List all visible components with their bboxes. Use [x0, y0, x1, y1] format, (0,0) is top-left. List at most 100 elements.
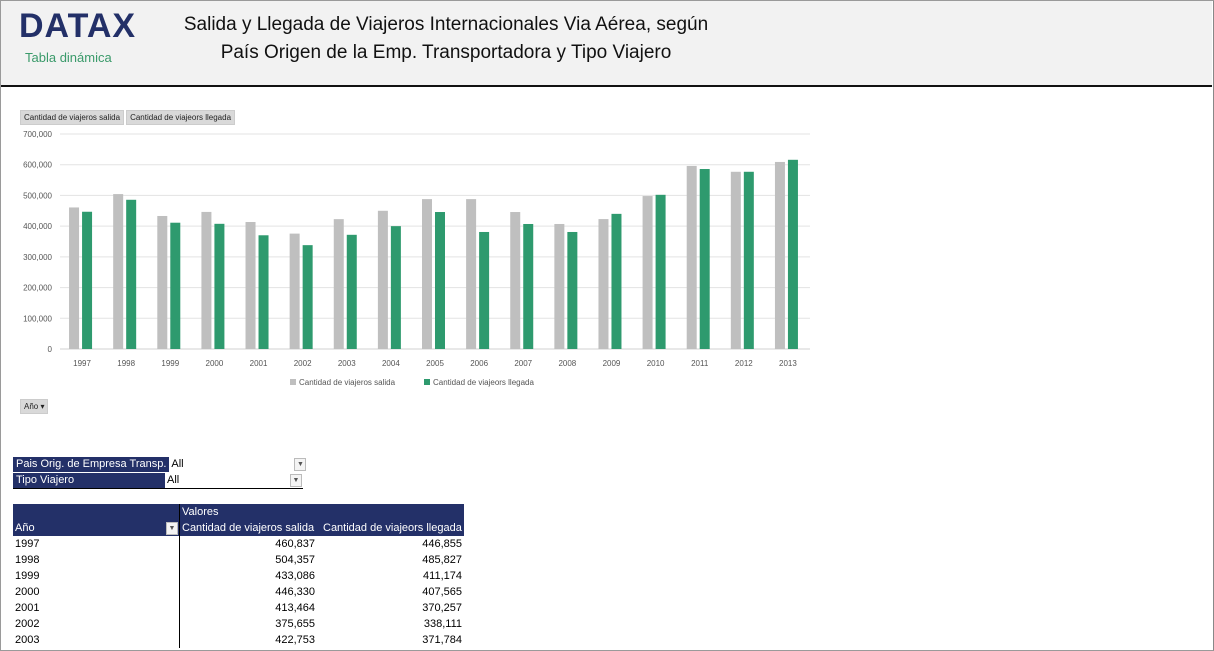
field-button-salida[interactable]: Cantidad de viajeros salida — [20, 110, 125, 125]
bar-llegada — [567, 231, 578, 349]
filter-value-text: All — [171, 458, 184, 470]
value-cell: 375,655 — [179, 616, 317, 632]
y-tick-label: 200,000 — [23, 284, 52, 293]
bar-llegada — [699, 169, 710, 349]
x-tick-label: 2006 — [470, 359, 488, 368]
bar-llegada — [435, 212, 445, 349]
x-tick-label: 2000 — [206, 359, 224, 368]
y-tick-label: 600,000 — [23, 161, 52, 170]
bar-chart: 0 100,000 200,000 300,000 400,000 500,000 600,… — [23, 130, 810, 387]
y-tick-label: 300,000 — [23, 253, 52, 262]
bar-salida — [69, 207, 80, 349]
value-cell: 371,784 — [422, 634, 462, 646]
row-header[interactable]: Año ▼ — [13, 520, 180, 536]
bar-salida — [333, 219, 344, 349]
bar-llegada — [390, 226, 401, 349]
value-cell: 413,464 — [179, 600, 317, 616]
bar-salida — [289, 233, 300, 349]
bar-salida — [642, 196, 653, 349]
bar-salida — [686, 165, 697, 349]
x-tick-label: 2001 — [250, 359, 268, 368]
year-cell: 2003 — [15, 634, 40, 646]
x-tick-label: 2012 — [735, 359, 753, 368]
y-tick-label: 500,000 — [23, 191, 52, 200]
x-tick-label: 1998 — [117, 359, 135, 368]
value-cell: 446,855 — [422, 538, 462, 550]
pivot-table: Valores Año ▼ Cantidad de viajeros salida C… — [13, 504, 464, 648]
year-cell: 2001 — [15, 602, 40, 614]
bar-llegada — [523, 223, 534, 349]
table-row: 2003 422,753 371,784 — [13, 632, 464, 648]
table-row: 1998 504,357 485,827 — [13, 552, 464, 568]
bar-salida — [554, 223, 565, 349]
year-cell: 1999 — [15, 570, 40, 582]
x-tick-label: 2008 — [558, 359, 576, 368]
bar-llegada — [302, 245, 313, 349]
header: DATAX Tabla dinámica Salida y Llegada de… — [1, 1, 1212, 87]
legend-label-salida: Cantidad de viajeros salida — [299, 378, 396, 387]
value-cell: 460,837 — [179, 536, 317, 552]
year-cell: 1998 — [15, 554, 40, 566]
table-row: 1997 460,837 446,855 — [13, 536, 464, 552]
bar-llegada — [611, 213, 622, 349]
value-cell: 446,330 — [179, 584, 317, 600]
field-button-llegada[interactable]: Cantidad de viajeors llegada — [126, 110, 236, 125]
x-tick-label: 2010 — [647, 359, 665, 368]
bar-llegada — [258, 235, 269, 349]
bar-salida — [113, 194, 124, 349]
filter-value-text: All — [167, 474, 180, 486]
value-cell: 504,357 — [179, 552, 317, 568]
value-cell: 422,753 — [179, 632, 317, 648]
axis-field-label: Año — [24, 402, 39, 411]
x-tick-label: 2003 — [338, 359, 356, 368]
filter-value[interactable]: All ▼ — [165, 473, 303, 487]
x-tick-label: 1999 — [161, 359, 179, 368]
x-tick-label: 2011 — [691, 359, 709, 368]
subtitle: Tabla dinámica — [25, 50, 112, 65]
filter-dropdown-icon[interactable]: ▼ — [166, 522, 178, 535]
datax-logo: DATAX — [19, 7, 137, 45]
x-tick-label: 2013 — [779, 359, 797, 368]
year-cell: 2002 — [15, 618, 40, 630]
value-cell: 485,827 — [422, 554, 462, 566]
bar-salida — [466, 199, 477, 349]
bar-salida — [157, 215, 168, 349]
filter-pais[interactable]: Pais Orig. de Empresa Transp. All ▼ — [13, 457, 308, 472]
value-cell: 407,565 — [422, 586, 462, 598]
table-row: 2001 413,464 370,257 — [13, 600, 464, 616]
dropdown-arrow-icon[interactable]: ▼ — [290, 474, 302, 487]
year-cell: 1997 — [15, 538, 40, 550]
bar-salida — [730, 171, 741, 349]
bar-salida — [422, 199, 432, 349]
value-cell: 338,111 — [423, 618, 462, 630]
title-line-2: País Origen de la Emp. Transportadora y … — [220, 42, 672, 63]
x-tick-label: 2007 — [514, 359, 532, 368]
y-tick-label: 700,000 — [23, 130, 52, 139]
bar-llegada — [214, 223, 225, 349]
dropdown-arrow-icon[interactable]: ▼ — [294, 458, 307, 471]
bar-salida — [201, 211, 212, 349]
y-tick-label: 400,000 — [23, 222, 52, 231]
column-header-llegada: Cantidad de viajeors llegada — [317, 520, 464, 536]
bar-llegada — [126, 199, 137, 349]
year-cell: 2000 — [15, 586, 40, 598]
legend-label-llegada: Cantidad de viajeors llegada — [433, 378, 535, 387]
bar-salida — [774, 161, 785, 349]
x-tick-label: 2004 — [382, 359, 400, 368]
filter-value[interactable]: All ▼ — [169, 457, 308, 471]
filter-label: Tipo Viajero — [13, 473, 165, 488]
x-tick-label: 2009 — [603, 359, 621, 368]
value-cell: 411,174 — [423, 570, 462, 582]
x-tick-label: 2005 — [426, 359, 444, 368]
axis-field-button-ano[interactable]: Año ▾ — [20, 399, 49, 414]
value-cell: 370,257 — [422, 602, 462, 614]
table-row: 1999 433,086 411,174 — [13, 568, 464, 584]
filter-tipo[interactable]: Tipo Viajero All ▼ — [13, 473, 303, 489]
row-header-label: Año — [15, 522, 35, 534]
table-row: 2000 446,330 407,565 — [13, 584, 464, 600]
bar-llegada — [170, 222, 181, 349]
bar-llegada — [479, 231, 490, 349]
bar-salida — [245, 222, 256, 349]
bar-llegada — [787, 159, 798, 349]
page-title: Salida y Llegada de Viajeros Internacion… — [151, 11, 741, 67]
